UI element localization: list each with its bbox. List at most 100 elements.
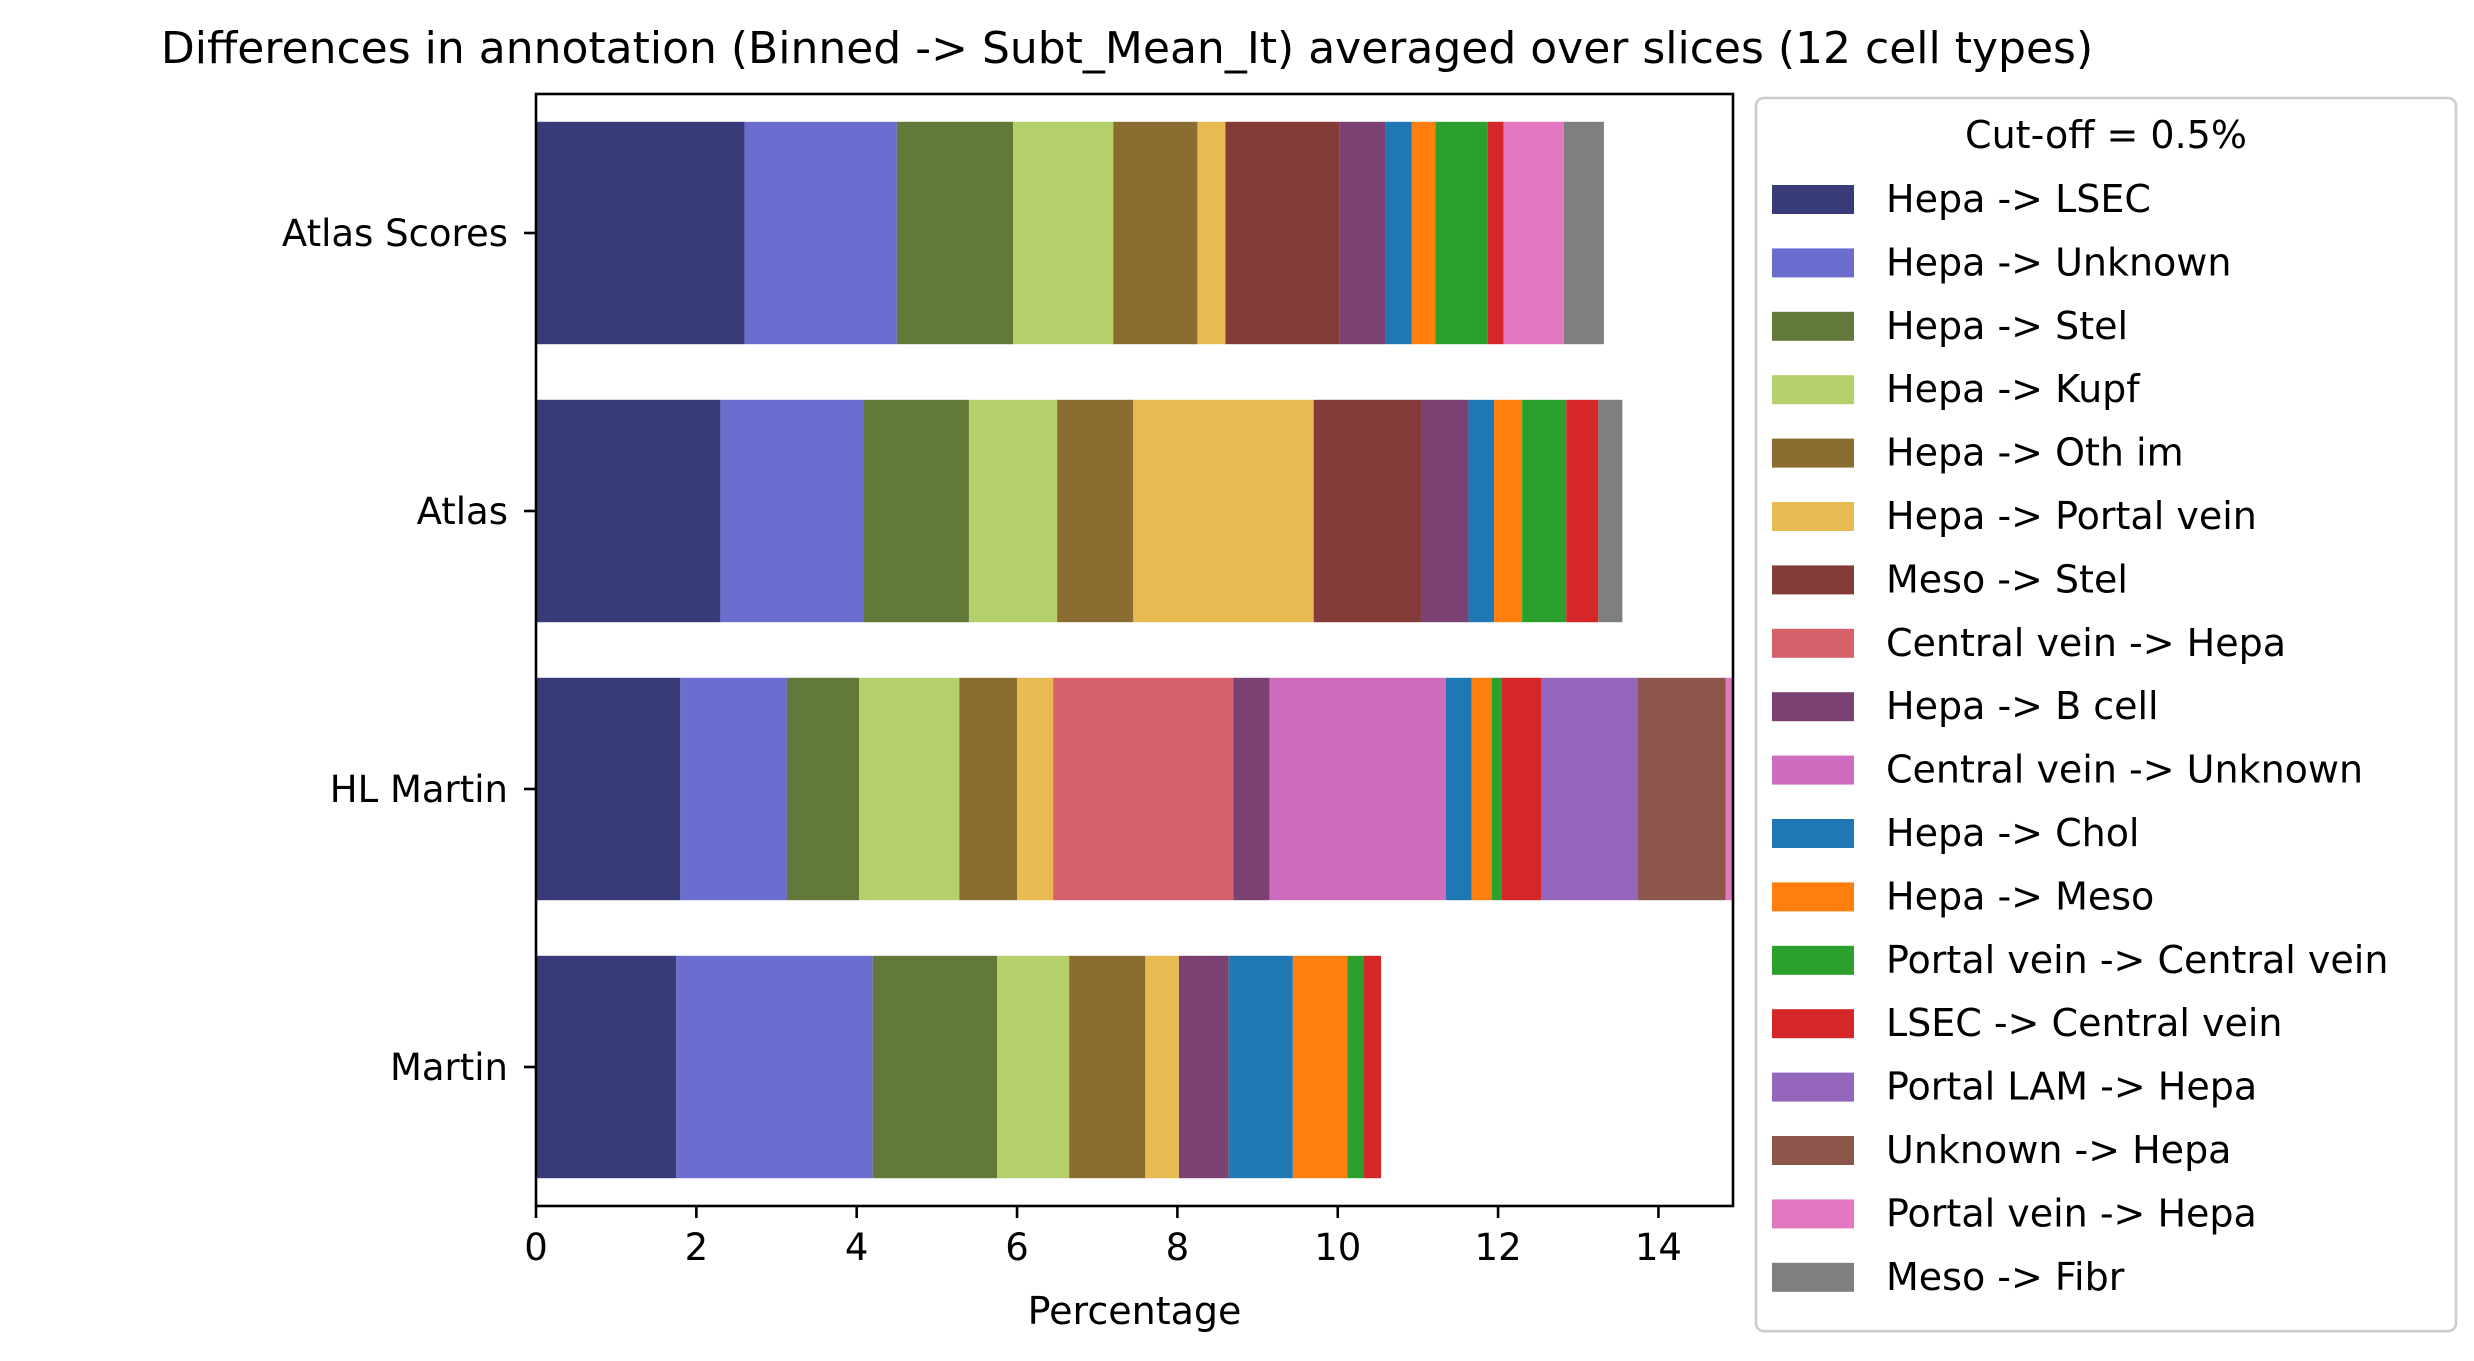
bar-hl-martin-central-vein-unknown	[1269, 677, 1446, 901]
bar-atlas-meso-stel	[1313, 399, 1422, 623]
legend-label-portal-vein-hepa: Portal vein -> Hepa	[1886, 1191, 2257, 1235]
x-axis-label: Percentage	[1028, 1289, 1242, 1333]
legend-swatch-hepa-stel	[1772, 311, 1854, 341]
bar-atlas-scores-hepa-kupf	[1013, 121, 1114, 345]
chart-title: Differences in annotation (Binned -> Sub…	[161, 23, 2093, 74]
bar-atlas-meso-fibr	[1598, 399, 1623, 623]
bar-hl-martin-hepa-oth-im	[959, 677, 1018, 901]
legend-swatch-hepa-portal-vein	[1772, 502, 1854, 531]
bar-atlas-hepa-oth-im	[1057, 399, 1134, 623]
legend-label-portal-vein-central-vein: Portal vein -> Central vein	[1886, 938, 2388, 982]
bar-atlas-scores-hepa-chol	[1385, 121, 1412, 345]
bar-hl-martin-hepa-kupf	[859, 677, 960, 901]
legend-swatch-portal-vein-central-vein	[1772, 945, 1854, 975]
x-tick-label: 10	[1314, 1226, 1361, 1269]
bar-atlas-hepa-chol	[1468, 399, 1495, 623]
bar-atlas-hepa-unknown	[720, 399, 864, 623]
bar-hl-martin-hepa-stel	[786, 677, 860, 901]
bar-atlas-scores-hepa-b-cell	[1339, 121, 1386, 345]
bar-hl-martin-central-vein-hepa	[1053, 677, 1234, 901]
x-tick-label: 0	[524, 1226, 548, 1269]
bar-atlas-scores-lsec-central-vein	[1487, 121, 1504, 345]
bar-hl-martin-unknown-hepa	[1637, 677, 1726, 901]
bar-hl-martin-hepa-unknown	[680, 677, 787, 901]
bar-hl-martin-portal-vein-central-vein	[1491, 677, 1502, 901]
bar-martin-hepa-chol	[1228, 955, 1293, 1179]
legend-swatch-hepa-chol	[1772, 819, 1854, 848]
bar-atlas-scores-meso-stel	[1225, 121, 1340, 345]
bar-martin-hepa-lsec	[536, 955, 677, 1179]
bar-hl-martin-lsec-central-vein	[1501, 677, 1542, 901]
legend-swatch-hepa-unknown	[1772, 248, 1854, 278]
bar-atlas-hepa-lsec	[536, 399, 721, 623]
bar-atlas-portal-vein-central-vein	[1522, 399, 1567, 623]
legend-label-hepa-oth-im: Hepa -> Oth im	[1886, 431, 2184, 475]
legend-swatch-meso-stel	[1772, 565, 1854, 595]
legend-label-hepa-chol: Hepa -> Chol	[1886, 811, 2140, 855]
legend-swatch-hepa-oth-im	[1772, 438, 1854, 468]
legend-label-hepa-unknown: Hepa -> Unknown	[1886, 240, 2231, 284]
x-tick-label: 8	[1166, 1226, 1190, 1269]
y-tick-label-hl-martin: HL Martin	[330, 768, 508, 811]
bar-atlas-scores-hepa-meso	[1411, 121, 1436, 345]
legend: Cut-off = 0.5% Hepa -> LSEC Hepa -> Unkno…	[1754, 96, 2458, 1333]
bar-hl-martin-hepa-meso	[1471, 677, 1492, 901]
legend-swatch-hepa-kupf	[1772, 375, 1854, 405]
bar-hl-martin-hepa-portal-vein	[1017, 677, 1054, 901]
bars-layer	[536, 121, 1733, 1179]
bar-martin-hepa-stel	[872, 955, 998, 1179]
legend-label-hepa-meso: Hepa -> Meso	[1886, 874, 2154, 918]
bar-martin-lsec-central-vein	[1363, 955, 1382, 1179]
y-tick-label-atlas-scores: Atlas Scores	[282, 212, 508, 255]
bar-atlas-lsec-central-vein	[1566, 399, 1599, 623]
legend-label-unknown-hepa: Unknown -> Hepa	[1886, 1128, 2231, 1172]
bar-martin-hepa-kupf	[997, 955, 1070, 1179]
bar-atlas-hepa-portal-vein	[1133, 399, 1314, 623]
legend-swatch-central-vein-unknown	[1772, 755, 1854, 785]
legend-swatch-hepa-meso	[1772, 882, 1854, 912]
bar-martin-hepa-oth-im	[1069, 955, 1146, 1179]
legend-swatch-lsec-central-vein	[1772, 1009, 1854, 1039]
bar-martin-portal-vein-central-vein	[1347, 955, 1364, 1179]
x-tick-label: 6	[1005, 1226, 1029, 1269]
bar-martin-hepa-unknown	[676, 955, 873, 1179]
bar-atlas-scores-hepa-lsec	[536, 121, 745, 345]
bar-hl-martin-hepa-b-cell	[1233, 677, 1270, 901]
legend-swatch-meso-fibr	[1772, 1262, 1854, 1292]
legend-label-portal-lam-hepa: Portal LAM -> Hepa	[1886, 1065, 2257, 1109]
legend-swatch-portal-vein-hepa	[1772, 1199, 1854, 1229]
legend-swatch-hepa-lsec	[1772, 185, 1854, 214]
bar-atlas-scores-portal-vein-hepa	[1503, 121, 1564, 345]
bar-atlas-scores-portal-vein-central-vein	[1435, 121, 1488, 345]
legend-label-lsec-central-vein: LSEC -> Central vein	[1886, 1001, 2283, 1045]
y-tick-label-martin: Martin	[390, 1046, 508, 1089]
legend-swatch-portal-lam-hepa	[1772, 1072, 1854, 1102]
bar-hl-martin-portal-lam-hepa	[1541, 677, 1638, 901]
bar-hl-martin-hepa-lsec	[536, 677, 681, 901]
x-axis-ticks: 0 2 4 6 8 10 12 14	[524, 1206, 1682, 1269]
bar-martin-hepa-portal-vein	[1145, 955, 1179, 1179]
bar-atlas-scores-hepa-oth-im	[1113, 121, 1198, 345]
legend-swatch-unknown-hepa	[1772, 1136, 1854, 1165]
bar-atlas-scores-hepa-stel	[896, 121, 1014, 345]
bar-atlas-scores-meso-fibr	[1563, 121, 1604, 345]
legend-label-meso-fibr: Meso -> Fibr	[1886, 1255, 2125, 1299]
legend-title: Cut-off = 0.5%	[1965, 113, 2247, 157]
legend-label-hepa-stel: Hepa -> Stel	[1886, 304, 2128, 348]
y-axis-ticks: Atlas Scores Atlas HL Martin Martin	[282, 212, 536, 1089]
legend-frame	[1754, 96, 2458, 1333]
legend-label-central-vein-unknown: Central vein -> Unknown	[1886, 748, 2363, 792]
x-tick-label: 4	[845, 1226, 869, 1269]
x-tick-label: 14	[1635, 1226, 1682, 1269]
legend-label-central-vein-hepa: Central vein -> Hepa	[1886, 621, 2286, 665]
legend-label-hepa-portal-vein: Hepa -> Portal vein	[1886, 494, 2257, 538]
x-tick-label: 12	[1475, 1226, 1522, 1269]
bar-atlas-scores-hepa-unknown	[744, 121, 897, 345]
bar-martin-hepa-b-cell	[1178, 955, 1229, 1179]
bar-hl-martin-hepa-chol	[1445, 677, 1472, 901]
legend-swatch-central-vein-hepa	[1772, 628, 1854, 658]
legend-swatch-hepa-b-cell	[1772, 692, 1854, 722]
y-tick-label-atlas: Atlas	[417, 490, 508, 533]
bar-atlas-hepa-stel	[863, 399, 969, 623]
